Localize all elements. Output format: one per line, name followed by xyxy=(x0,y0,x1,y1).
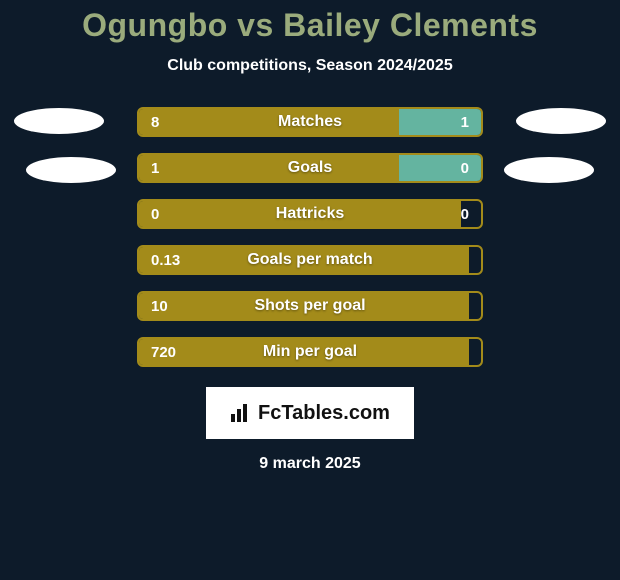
subtitle: Club competitions, Season 2024/2025 xyxy=(0,57,620,75)
stat-label: Matches xyxy=(278,113,342,131)
stat-bar: 720Min per goal xyxy=(137,337,483,367)
stat-label: Goals xyxy=(288,159,332,177)
logo: FcTables.com xyxy=(230,402,390,425)
page-title: Ogungbo vs Bailey Clements xyxy=(0,8,620,43)
comparison-card: Ogungbo vs Bailey Clements Club competit… xyxy=(0,0,620,473)
stat-label: Hattricks xyxy=(276,205,344,223)
stat-value-right: 1 xyxy=(399,109,481,135)
stat-bar: 81 Matches xyxy=(137,107,483,137)
stat-row: 81 Matches xyxy=(0,107,620,137)
stat-row: 10Shots per goal xyxy=(0,291,620,321)
stat-row: 10 Goals xyxy=(0,153,620,183)
stat-row: 0.13Goals per match xyxy=(0,245,620,275)
stat-value-right xyxy=(469,293,481,319)
logo-box: FcTables.com xyxy=(206,387,414,439)
stat-bar: 10Shots per goal xyxy=(137,291,483,321)
stat-label: Shots per goal xyxy=(254,297,365,315)
stat-label: Min per goal xyxy=(263,343,357,361)
stat-row: 00Hattricks xyxy=(0,199,620,229)
stat-bar: 0.13Goals per match xyxy=(137,245,483,275)
stat-value-left: 1 xyxy=(139,155,399,181)
stat-label: Goals per match xyxy=(247,251,372,269)
stat-bar: 00Hattricks xyxy=(137,199,483,229)
stat-bar: 10 Goals xyxy=(137,153,483,183)
stat-value-right xyxy=(469,247,481,273)
bar-chart-icon xyxy=(230,403,252,423)
logo-text: FcTables.com xyxy=(258,402,390,425)
stat-value-right: 0 xyxy=(461,201,481,227)
stat-value-right: 0 xyxy=(399,155,481,181)
stat-row: 720Min per goal xyxy=(0,337,620,367)
vs-text: vs xyxy=(237,7,274,43)
player1-name: Ogungbo xyxy=(82,7,228,43)
stat-value-left: 8 xyxy=(139,109,399,135)
stats-area: 81Matches10Goals00Hattricks0.13Goals per… xyxy=(0,107,620,367)
stat-value-right xyxy=(469,339,481,365)
date-line: 9 march 2025 xyxy=(0,455,620,473)
player2-name: Bailey Clements xyxy=(283,7,538,43)
